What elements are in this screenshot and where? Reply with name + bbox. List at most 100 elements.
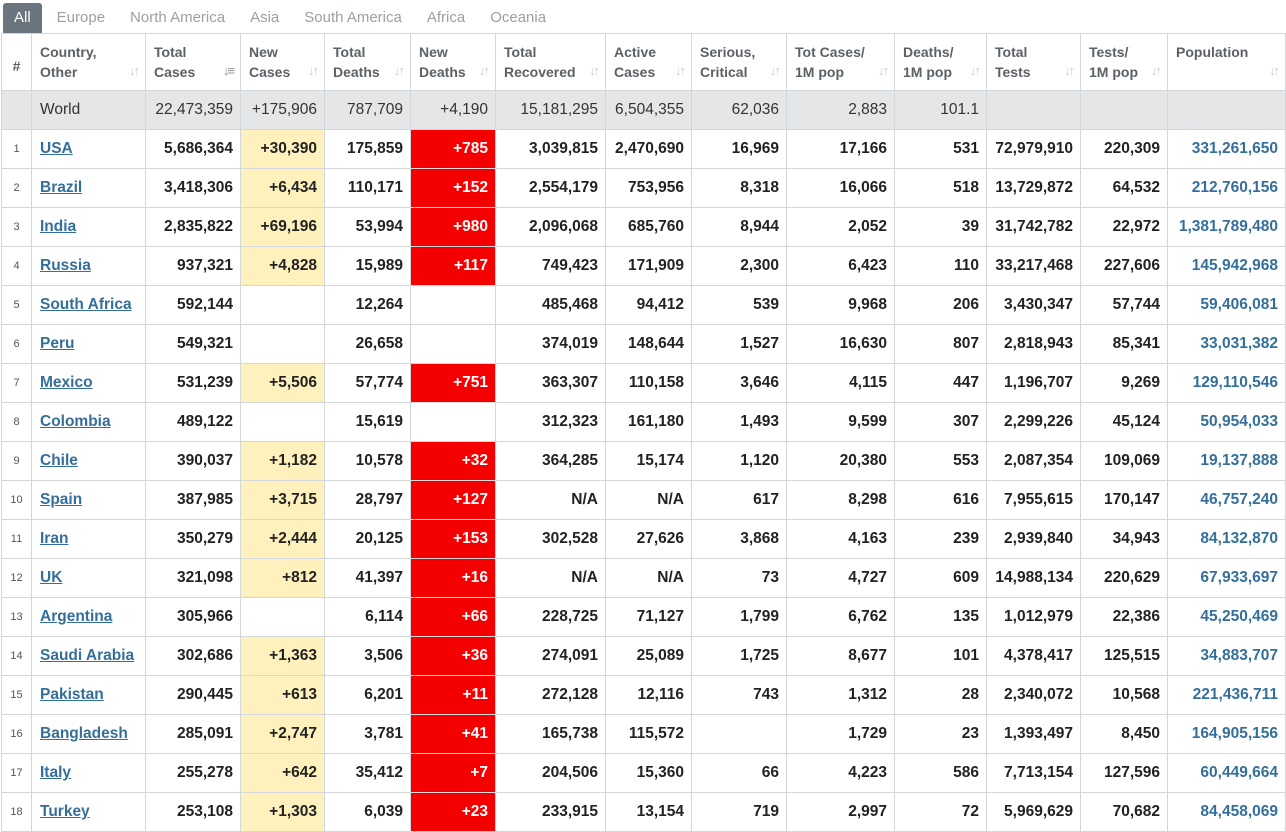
country-cell[interactable]: South Africa — [31, 285, 146, 325]
population-cell: 45,250,469 — [1167, 597, 1286, 637]
table-header: # Country, Other ↓↑ Total Cases ↓≡ New Cases ↓↑ To… — [1, 33, 1286, 91]
column-header-new-cases[interactable]: New Cases ↓↑ — [240, 33, 325, 91]
tab-all[interactable]: All — [3, 3, 42, 33]
country-cell[interactable]: Bangladesh — [31, 714, 146, 754]
table-row: 16 Bangladesh 285,091 +2,747 3,781 +41 165,738… — [1, 714, 1286, 754]
country-cell[interactable]: Colombia — [31, 402, 146, 442]
active-cases-cell: 685,760 — [605, 207, 692, 247]
tab-asia[interactable]: Asia — [250, 9, 280, 26]
sort-icon[interactable]: ↓↑ — [1064, 63, 1075, 78]
country-cell[interactable]: USA — [31, 129, 146, 169]
country-link[interactable]: Russia — [40, 257, 91, 274]
country-link[interactable]: Saudi Arabia — [40, 647, 135, 664]
column-header-serious-critical[interactable]: Serious, Critical ↓↑ — [691, 33, 787, 91]
column-header-total-cases[interactable]: Total Cases ↓≡ — [145, 33, 241, 91]
cases-per-1m-cell: 4,115 — [786, 363, 895, 403]
column-header-country-other[interactable]: Country, Other ↓↑ — [31, 33, 146, 91]
country-cell[interactable]: Turkey — [31, 792, 146, 832]
country-link[interactable]: Argentina — [40, 608, 113, 625]
country-cell[interactable]: Spain — [31, 480, 146, 520]
column-label-line2: Deaths — [419, 64, 466, 80]
country-link[interactable]: Spain — [40, 491, 83, 508]
column-header-total-tests[interactable]: Total Tests ↓↑ — [986, 33, 1081, 91]
cases-per-1m-cell: 6,762 — [786, 597, 895, 637]
column-header-active-cases[interactable]: Active Cases ↓↑ — [605, 33, 692, 91]
country-link[interactable]: Brazil — [40, 179, 83, 196]
country-link[interactable]: Italy — [40, 764, 72, 781]
tab-africa[interactable]: Africa — [426, 9, 466, 26]
country-link[interactable]: South Africa — [40, 296, 132, 313]
country-link[interactable]: Pakistan — [40, 686, 104, 703]
row-number: 5 — [1, 285, 32, 325]
country-link[interactable]: India — [40, 218, 77, 235]
country-cell[interactable]: Saudi Arabia — [31, 636, 146, 676]
country-link[interactable]: Iran — [40, 530, 69, 547]
country-link[interactable]: Peru — [40, 335, 75, 352]
country-link[interactable]: USA — [40, 140, 73, 157]
table-row: 3 India 2,835,822 +69,196 53,994 +980 2,096,06… — [1, 207, 1286, 247]
column-header-tests-1m-pop[interactable]: Tests/1M pop ↓↑ — [1080, 33, 1168, 91]
total-recovered-cell: 364,285 — [495, 441, 606, 481]
sort-icon[interactable]: ↓↑ — [394, 63, 405, 78]
total-deaths-cell: 15,989 — [324, 246, 411, 286]
column-header-[interactable]: # — [1, 33, 32, 91]
tests-per-1m-cell: 9,269 — [1080, 363, 1168, 403]
new-deaths-cell: +4,190 — [410, 90, 496, 130]
tab-oceania[interactable]: Oceania — [490, 9, 547, 26]
column-header-total-recovered[interactable]: Total Recovered ↓↑ — [495, 33, 606, 91]
sort-icon[interactable]: ↓↑ — [129, 63, 140, 78]
sort-icon[interactable]: ↓↑ — [1269, 63, 1280, 78]
column-header-deaths-1m-pop[interactable]: Deaths/1M pop ↓↑ — [894, 33, 987, 91]
sort-icon[interactable]: ↓↑ — [970, 63, 981, 78]
country-link[interactable]: Colombia — [40, 413, 111, 430]
country-cell[interactable]: Argentina — [31, 597, 146, 637]
country-link[interactable]: Turkey — [40, 803, 90, 820]
country-cell[interactable]: Chile — [31, 441, 146, 481]
column-header-new-deaths[interactable]: New Deaths ↓↑ — [410, 33, 496, 91]
column-header-population[interactable]: Population ↓↑ — [1167, 33, 1286, 91]
sort-icon[interactable]: ↓↑ — [675, 63, 686, 78]
serious-cell: 3,868 — [691, 519, 787, 559]
new-deaths-cell: +127 — [410, 480, 496, 520]
country-cell[interactable]: Brazil — [31, 168, 146, 208]
total-cases-cell: 321,098 — [145, 558, 241, 598]
country-cell[interactable]: Peru — [31, 324, 146, 364]
sort-icon[interactable]: ↓↑ — [1151, 63, 1162, 78]
total-tests-cell: 5,969,629 — [986, 792, 1081, 832]
column-header-total-deaths[interactable]: Total Deaths ↓↑ — [324, 33, 411, 91]
country-cell[interactable]: Italy — [31, 753, 146, 793]
country-cell[interactable]: UK — [31, 558, 146, 598]
column-header-tot-cases-1m-pop[interactable]: Tot Cases/1M pop ↓↑ — [786, 33, 895, 91]
country-cell[interactable]: India — [31, 207, 146, 247]
country-link[interactable]: UK — [40, 569, 63, 586]
sort-icon[interactable]: ↓↑ — [770, 63, 781, 78]
country-cell[interactable]: Pakistan — [31, 675, 146, 715]
total-recovered-cell: 228,725 — [495, 597, 606, 637]
column-label-line1: Tests/ — [1089, 44, 1129, 60]
serious-cell: 743 — [691, 675, 787, 715]
tab-north-america[interactable]: North America — [130, 9, 226, 26]
total-tests-cell: 1,012,979 — [986, 597, 1081, 637]
total-recovered-cell: 363,307 — [495, 363, 606, 403]
country-link[interactable]: Bangladesh — [40, 725, 128, 742]
sort-icon[interactable]: ↓↑ — [479, 63, 490, 78]
country-cell[interactable]: Mexico — [31, 363, 146, 403]
sort-icon[interactable]: ↓↑ — [878, 63, 889, 78]
country-cell[interactable]: Iran — [31, 519, 146, 559]
country-link[interactable]: Mexico — [40, 374, 93, 391]
tab-europe[interactable]: Europe — [56, 9, 106, 26]
total-deaths-cell: 15,619 — [324, 402, 411, 442]
sort-desc-icon[interactable]: ↓≡ — [222, 63, 235, 78]
total-recovered-cell: 204,506 — [495, 753, 606, 793]
country-cell[interactable]: Russia — [31, 246, 146, 286]
sort-icon[interactable]: ↓↑ — [308, 63, 319, 78]
new-cases-cell: +812 — [240, 558, 325, 598]
country-link[interactable]: Chile — [40, 452, 78, 469]
population-cell — [1167, 90, 1286, 130]
sort-icon[interactable]: ↓↑ — [589, 63, 600, 78]
population-cell: 145,942,968 — [1167, 246, 1286, 286]
row-number: 10 — [1, 480, 32, 520]
tab-south-america[interactable]: South America — [304, 9, 402, 26]
total-tests-cell: 7,955,615 — [986, 480, 1081, 520]
active-cases-cell: 27,626 — [605, 519, 692, 559]
